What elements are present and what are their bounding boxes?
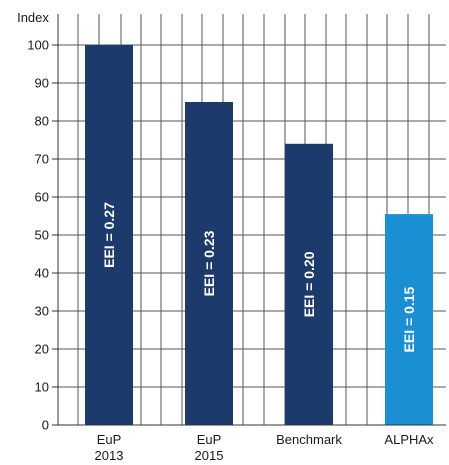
y-tick-label: 10	[35, 380, 49, 395]
y-tick-label: 40	[35, 266, 49, 281]
x-category-label: EuP	[97, 432, 122, 447]
y-tick-label: 90	[35, 76, 49, 91]
bar-data-label: EEI = 0.20	[301, 251, 317, 317]
y-tick-label: 80	[35, 114, 49, 129]
x-category-label: 2013	[95, 448, 124, 463]
bar	[85, 45, 133, 425]
y-tick-label: 30	[35, 304, 49, 319]
y-tick-label: 20	[35, 342, 49, 357]
y-tick-label: 70	[35, 152, 49, 167]
axes: 0102030405060708090100EuP2013EuP2015Benc…	[27, 14, 446, 463]
bar-data-label: EEI = 0.15	[401, 286, 417, 352]
y-tick-label: 60	[35, 190, 49, 205]
bars: EEI = 0.27 EEI = 0.23 EEI = 0.20 EEI = 0.15	[85, 45, 433, 426]
x-category-label: Benchmark	[276, 432, 342, 447]
bar	[185, 102, 233, 425]
y-tick-label: 100	[27, 38, 49, 53]
bar-data-label: EEI = 0.27	[101, 202, 117, 268]
x-category-label: EuP	[197, 432, 222, 447]
bar	[385, 214, 433, 425]
bar-data-label: EEI = 0.23	[201, 230, 217, 296]
y-tick-label: 50	[35, 228, 49, 243]
x-category-label: ALPHAx	[384, 432, 434, 447]
x-category-label: 2015	[195, 448, 224, 463]
bar	[285, 143, 333, 426]
y-tick-label: 0	[42, 418, 49, 433]
y-axis-label: Index	[17, 10, 49, 25]
